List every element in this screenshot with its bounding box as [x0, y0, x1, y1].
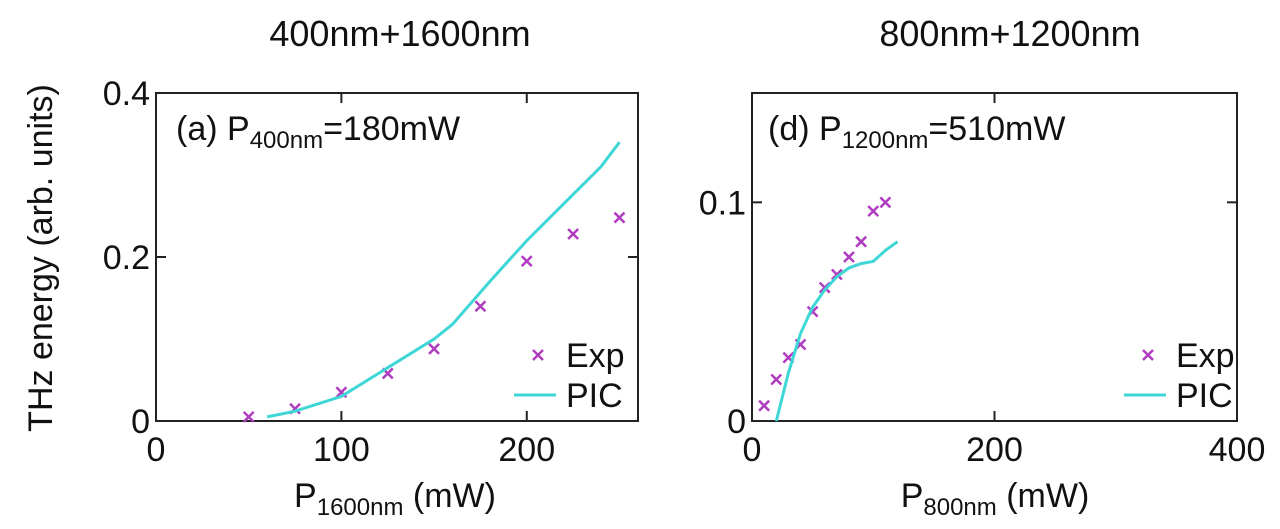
chart-title: 400nm+1600nm [269, 13, 530, 54]
y-tick-label: 0.1 [699, 184, 746, 222]
annotation-suffix: =510mW [928, 110, 1065, 148]
data-point-exp [520, 255, 533, 267]
data-point-exp [242, 411, 255, 423]
legend-label: Exp [566, 337, 625, 375]
data-point-exp [474, 300, 487, 313]
x-tick-label: 200 [498, 431, 555, 469]
legend-label: PIC [1176, 377, 1233, 415]
marker-stroke [335, 386, 348, 399]
x-axis-label-main: P [294, 477, 317, 515]
legend-label: Exp [1176, 337, 1235, 375]
panel-d: 800nm+1200nm 0 200 400 0 0.1 (d) P1200nm=510mW… [699, 13, 1266, 521]
marker-stroke [758, 399, 771, 412]
x-axis-label: P800nm (mW) [901, 477, 1090, 521]
series-line-pic [266, 141, 621, 419]
x-axis-label-units: (mW) [997, 477, 1090, 515]
panel-annotation: (a) P400nm=180mW [176, 110, 460, 154]
data-point-exp [867, 205, 880, 217]
y-tick-label: 0.4 [103, 75, 150, 113]
y-tick-label: 0 [131, 403, 150, 441]
legend-label: PIC [566, 377, 623, 415]
y-axis-label: THz energy (arb. units) [22, 84, 60, 432]
x-axis-label-subscript: 1600nm [317, 494, 404, 521]
data-point-exp [830, 268, 843, 281]
x-axis-label-subscript: 800nm [923, 494, 996, 521]
marker-stroke [770, 373, 783, 386]
y-tick-label: 0 [727, 403, 746, 441]
legend-marker-swatch [532, 349, 544, 361]
y-tick-label: 0.2 [103, 239, 150, 277]
series-line-pic [774, 240, 899, 422]
marker-stroke [567, 228, 579, 240]
panel-annotation: (d) P1200nm=510mW [768, 110, 1065, 154]
data-point-exp [758, 399, 771, 412]
x-axis-label-units: (mW) [403, 477, 496, 515]
marker-stroke [613, 211, 626, 224]
marker-stroke [428, 342, 440, 355]
x-tick-label: 400 [1209, 431, 1266, 469]
marker-stroke [879, 196, 892, 209]
data-point-exp [843, 251, 855, 263]
annotation-prefix: (a) P [176, 110, 250, 148]
data-point-exp [567, 228, 579, 240]
chart-title: 800nm+1200nm [879, 13, 1140, 54]
annotation-subscript: 400nm [250, 127, 323, 154]
panel-a: 400nm+1600nm 0 100 200 0 0.2 0.4 (a) P400nm=180… [103, 13, 639, 521]
annotation-subscript: 1200nm [842, 127, 929, 154]
marker-stroke [474, 300, 487, 313]
x-tick-label: 0 [743, 431, 762, 469]
legend-marker-swatch [1142, 349, 1154, 361]
x-tick-label: 200 [966, 431, 1023, 469]
x-axis-label-main: P [901, 477, 924, 515]
marker-stroke [782, 351, 795, 364]
annotation-suffix: =180mW [323, 110, 460, 148]
x-tick-label: 0 [147, 431, 166, 469]
marker-stroke [242, 411, 255, 423]
marker-stroke [855, 235, 868, 248]
data-point-exp [613, 211, 626, 224]
data-point-exp [855, 235, 868, 248]
marker-stroke [843, 251, 855, 263]
marker-stroke [867, 205, 880, 217]
x-tick-label: 100 [313, 431, 370, 469]
marker-stroke [830, 268, 843, 281]
x-axis-label: P1600nm (mW) [294, 477, 496, 521]
data-point-exp [428, 342, 440, 355]
marker-stroke [520, 255, 533, 267]
marker-stroke [381, 367, 394, 380]
data-point-exp [879, 196, 892, 209]
annotation-prefix: (d) P [768, 110, 842, 148]
data-point-exp [770, 373, 783, 386]
